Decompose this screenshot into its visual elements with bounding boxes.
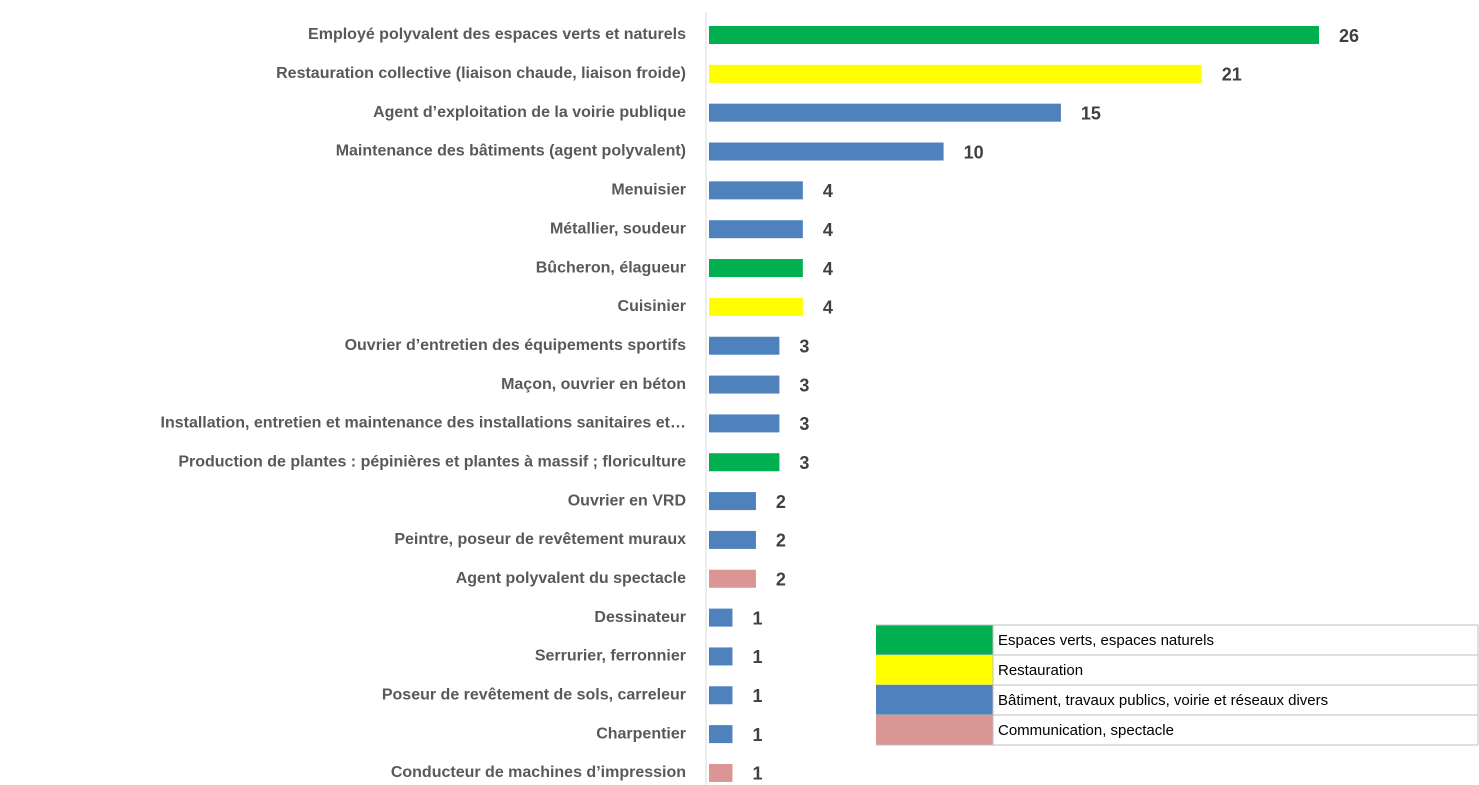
bar xyxy=(709,142,944,161)
value-label: 21 xyxy=(1222,65,1242,85)
category-label: Menuisier xyxy=(611,182,686,199)
legend-swatch xyxy=(876,625,993,655)
bar xyxy=(709,569,756,588)
value-label: 1 xyxy=(752,764,762,784)
category-label: Dessinateur xyxy=(594,609,686,626)
category-label: Maintenance des bâtiments (agent polyval… xyxy=(336,143,686,160)
category-label: Poseur de revêtement de sols, carreleur xyxy=(382,686,686,703)
category-label: Charpentier xyxy=(596,725,686,742)
bar xyxy=(709,414,780,433)
category-label: Bûcheron, élagueur xyxy=(536,259,686,276)
bar xyxy=(709,763,733,782)
bar xyxy=(709,530,756,549)
bar xyxy=(709,297,803,316)
value-label: 4 xyxy=(823,259,833,279)
value-label: 26 xyxy=(1339,26,1359,46)
bar xyxy=(709,181,803,200)
value-label: 3 xyxy=(799,414,809,434)
legend-label: Restauration xyxy=(998,662,1083,679)
bar xyxy=(709,103,1061,122)
category-label: Employé polyvalent des espaces verts et … xyxy=(308,26,686,43)
bar xyxy=(709,686,733,705)
category-label: Cuisinier xyxy=(618,298,686,315)
value-label: 15 xyxy=(1081,103,1101,123)
category-label: Ouvrier en VRD xyxy=(568,492,686,509)
category-label: Ouvrier d’entretien des équipements spor… xyxy=(345,337,687,354)
legend-label: Bâtiment, travaux publics, voirie et rés… xyxy=(998,692,1328,709)
value-label: 1 xyxy=(752,686,762,706)
bar xyxy=(709,26,1319,44)
value-label: 10 xyxy=(964,142,984,162)
value-label: 4 xyxy=(823,298,833,318)
bar xyxy=(709,453,780,472)
legend-swatch xyxy=(876,655,993,685)
legend-swatch xyxy=(876,715,993,745)
value-label: 3 xyxy=(799,336,809,356)
value-label: 2 xyxy=(776,492,786,512)
value-label: 1 xyxy=(752,647,762,667)
category-label: Métallier, soudeur xyxy=(550,220,686,237)
category-label: Serrurier, ferronnier xyxy=(535,648,686,665)
bar xyxy=(709,375,780,394)
value-label: 1 xyxy=(752,608,762,628)
bar xyxy=(709,220,803,239)
value-label: 3 xyxy=(799,375,809,395)
category-label: Restauration collective (liaison chaude,… xyxy=(276,65,686,82)
legend-label: Espaces verts, espaces naturels xyxy=(998,632,1214,649)
legend-label: Communication, spectacle xyxy=(998,722,1174,739)
category-label: Installation, entretien et maintenance d… xyxy=(161,415,686,432)
category-label: Conducteur de machines d’impression xyxy=(391,764,686,781)
category-label: Agent d’exploitation de la voirie publiq… xyxy=(373,104,686,121)
category-label: Production de plantes : pépinières et pl… xyxy=(178,453,686,470)
value-label: 1 xyxy=(752,725,762,745)
legend-swatch xyxy=(876,685,993,715)
bar xyxy=(709,492,756,511)
category-label: Peintre, poseur de revêtement muraux xyxy=(394,531,686,548)
value-label: 2 xyxy=(776,570,786,590)
value-label: 2 xyxy=(776,531,786,551)
value-label: 4 xyxy=(823,220,833,240)
value-label: 4 xyxy=(823,181,833,201)
bar xyxy=(709,64,1202,83)
bar xyxy=(709,608,733,627)
value-label: 3 xyxy=(799,453,809,473)
bar xyxy=(709,647,733,666)
bar xyxy=(709,259,803,278)
category-label: Agent polyvalent du spectacle xyxy=(456,570,686,587)
category-label: Maçon, ouvrier en béton xyxy=(501,376,686,393)
bar xyxy=(709,336,780,355)
bar xyxy=(709,725,733,744)
